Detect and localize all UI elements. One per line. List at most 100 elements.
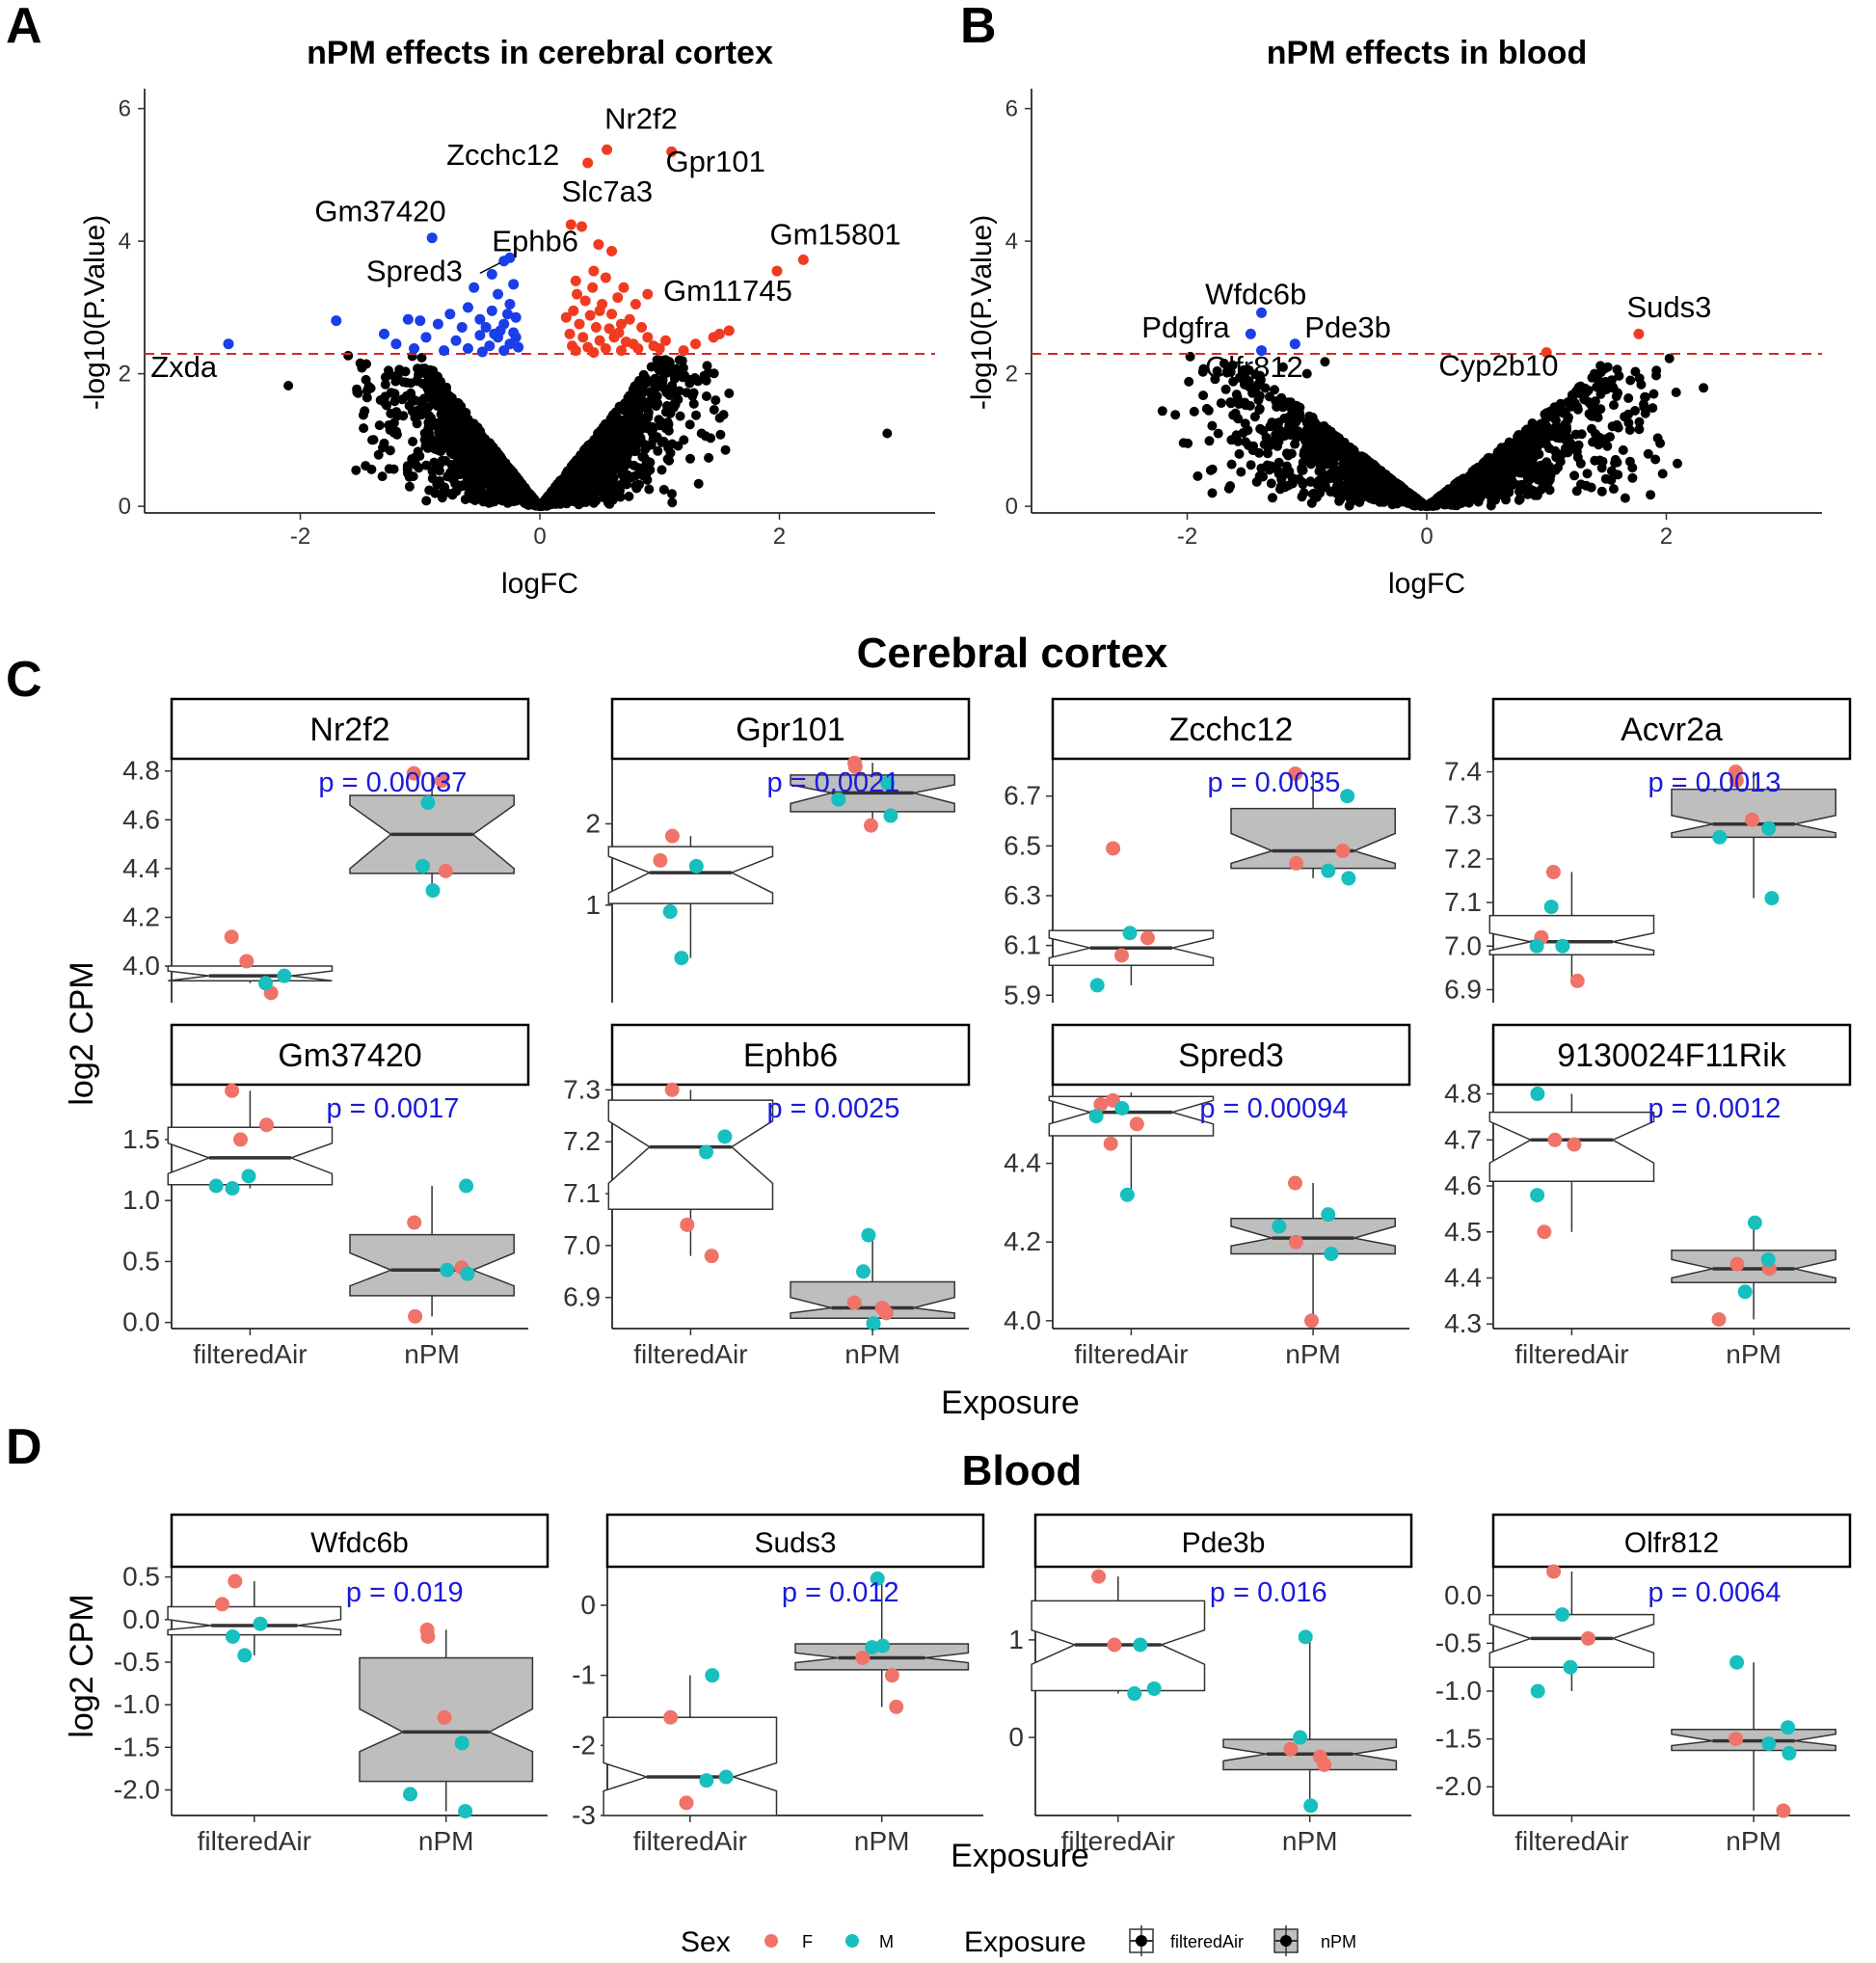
point-female [224,929,239,945]
point-female [438,863,453,878]
ns-point [724,389,735,398]
ns-point [1592,382,1602,392]
ns-point [1298,457,1308,468]
legend-sex-title: Sex [681,1926,731,1958]
point-female [1545,864,1561,879]
ns-point [605,414,616,424]
point-female [1537,1224,1552,1240]
strip-label: Olfr812 [1624,1527,1719,1559]
ns-point [362,386,372,396]
section-c-title: Cerebral cortex [857,630,1168,677]
sig-down-point [426,232,438,244]
ns-point [457,481,468,492]
ns-point [1432,498,1442,509]
legend-exposure-title: Exposure [964,1926,1086,1958]
ns-point [645,457,656,468]
point-male [1764,891,1780,906]
ns-point [454,416,465,425]
point-male [458,1804,473,1819]
sig-down-point [508,279,520,290]
y-tick-label: 7.3 [563,1074,601,1104]
ns-point [487,441,497,451]
point-male [1555,938,1570,954]
ns-point [1490,494,1501,504]
point-female [406,766,421,781]
p-value-label: p = 0.0021 [766,767,899,798]
ns-point [1699,383,1709,393]
gene-label: Suds3 [1626,290,1711,324]
x-tick-label: filteredAir [633,1339,747,1369]
ns-point [646,440,657,450]
ns-point [402,468,413,478]
y-tick-label: 4.0 [122,951,160,981]
ns-point [628,436,638,446]
y-tick-label: -2 [572,1730,596,1760]
sig-up-point [582,157,594,169]
box-npm [1671,1250,1836,1284]
ns-point [1225,481,1236,491]
ns-point [283,381,294,390]
ns-point [682,388,692,398]
ns-point [1595,455,1605,466]
ns-point [704,452,714,463]
ns-point [1255,374,1266,385]
ns-point [653,445,663,456]
ns-point [569,459,579,470]
ns-point [1409,497,1420,507]
ns-point [427,440,438,450]
gene-label: Zcchc12 [446,138,559,172]
ns-point [1623,409,1634,419]
box-filteredair [1488,914,1655,956]
sig-down-point [331,315,342,327]
point-female [233,1132,248,1147]
sig-up-point [618,282,630,293]
ns-point [1184,376,1194,387]
ns-point [1625,375,1636,386]
ns-point [709,368,719,379]
sig-up-point [642,332,654,343]
ns-point [604,498,615,509]
ns-point [634,375,645,386]
sig-up-point [615,345,627,357]
ns-point [389,464,399,474]
ns-point [563,485,574,496]
y-tick-label: 4.8 [1444,1079,1482,1109]
ns-point [630,444,641,455]
y-tick-label: 4 [1005,229,1018,255]
y-tick-label: -1.0 [114,1689,160,1719]
ns-point [1328,438,1339,448]
x-tick-label: 2 [1660,524,1673,550]
y-tick-label: 7.2 [563,1126,601,1156]
boxplots-cortex: Nr2f2 4.0 4.2 4.4 4.6 4.8 p = 0.00037 Gpr101 1 2 p… [122,697,1852,1369]
sig-down-point [415,315,426,327]
panel-letter-d: D [6,1419,42,1475]
ns-point [427,473,438,484]
point-male [699,1773,714,1788]
sig-down-point [493,288,504,300]
ns-point [1304,411,1315,421]
point-male [1321,863,1336,878]
point-female [239,954,255,969]
ns-point [1448,490,1459,500]
ns-point [1308,451,1318,462]
ns-point [1545,471,1556,481]
ns-point [701,391,711,401]
panel-letter-a: A [6,0,42,54]
panel-letter-c: C [6,652,42,708]
ns-point [413,406,423,417]
ns-point [1193,471,1203,481]
point-female [434,773,449,789]
x-tick-label: filteredAir [193,1339,307,1369]
sig-up-point [606,309,618,320]
ns-point [385,425,395,436]
gene-label: Pdgfra [1141,310,1230,344]
ns-point [1277,468,1288,478]
ns-point [710,395,721,406]
point-male [875,1638,891,1654]
ns-point [1226,459,1237,470]
point-male [1563,1659,1578,1675]
ns-point [1516,479,1527,490]
sig-down-point [489,328,500,339]
ns-point [673,441,683,451]
